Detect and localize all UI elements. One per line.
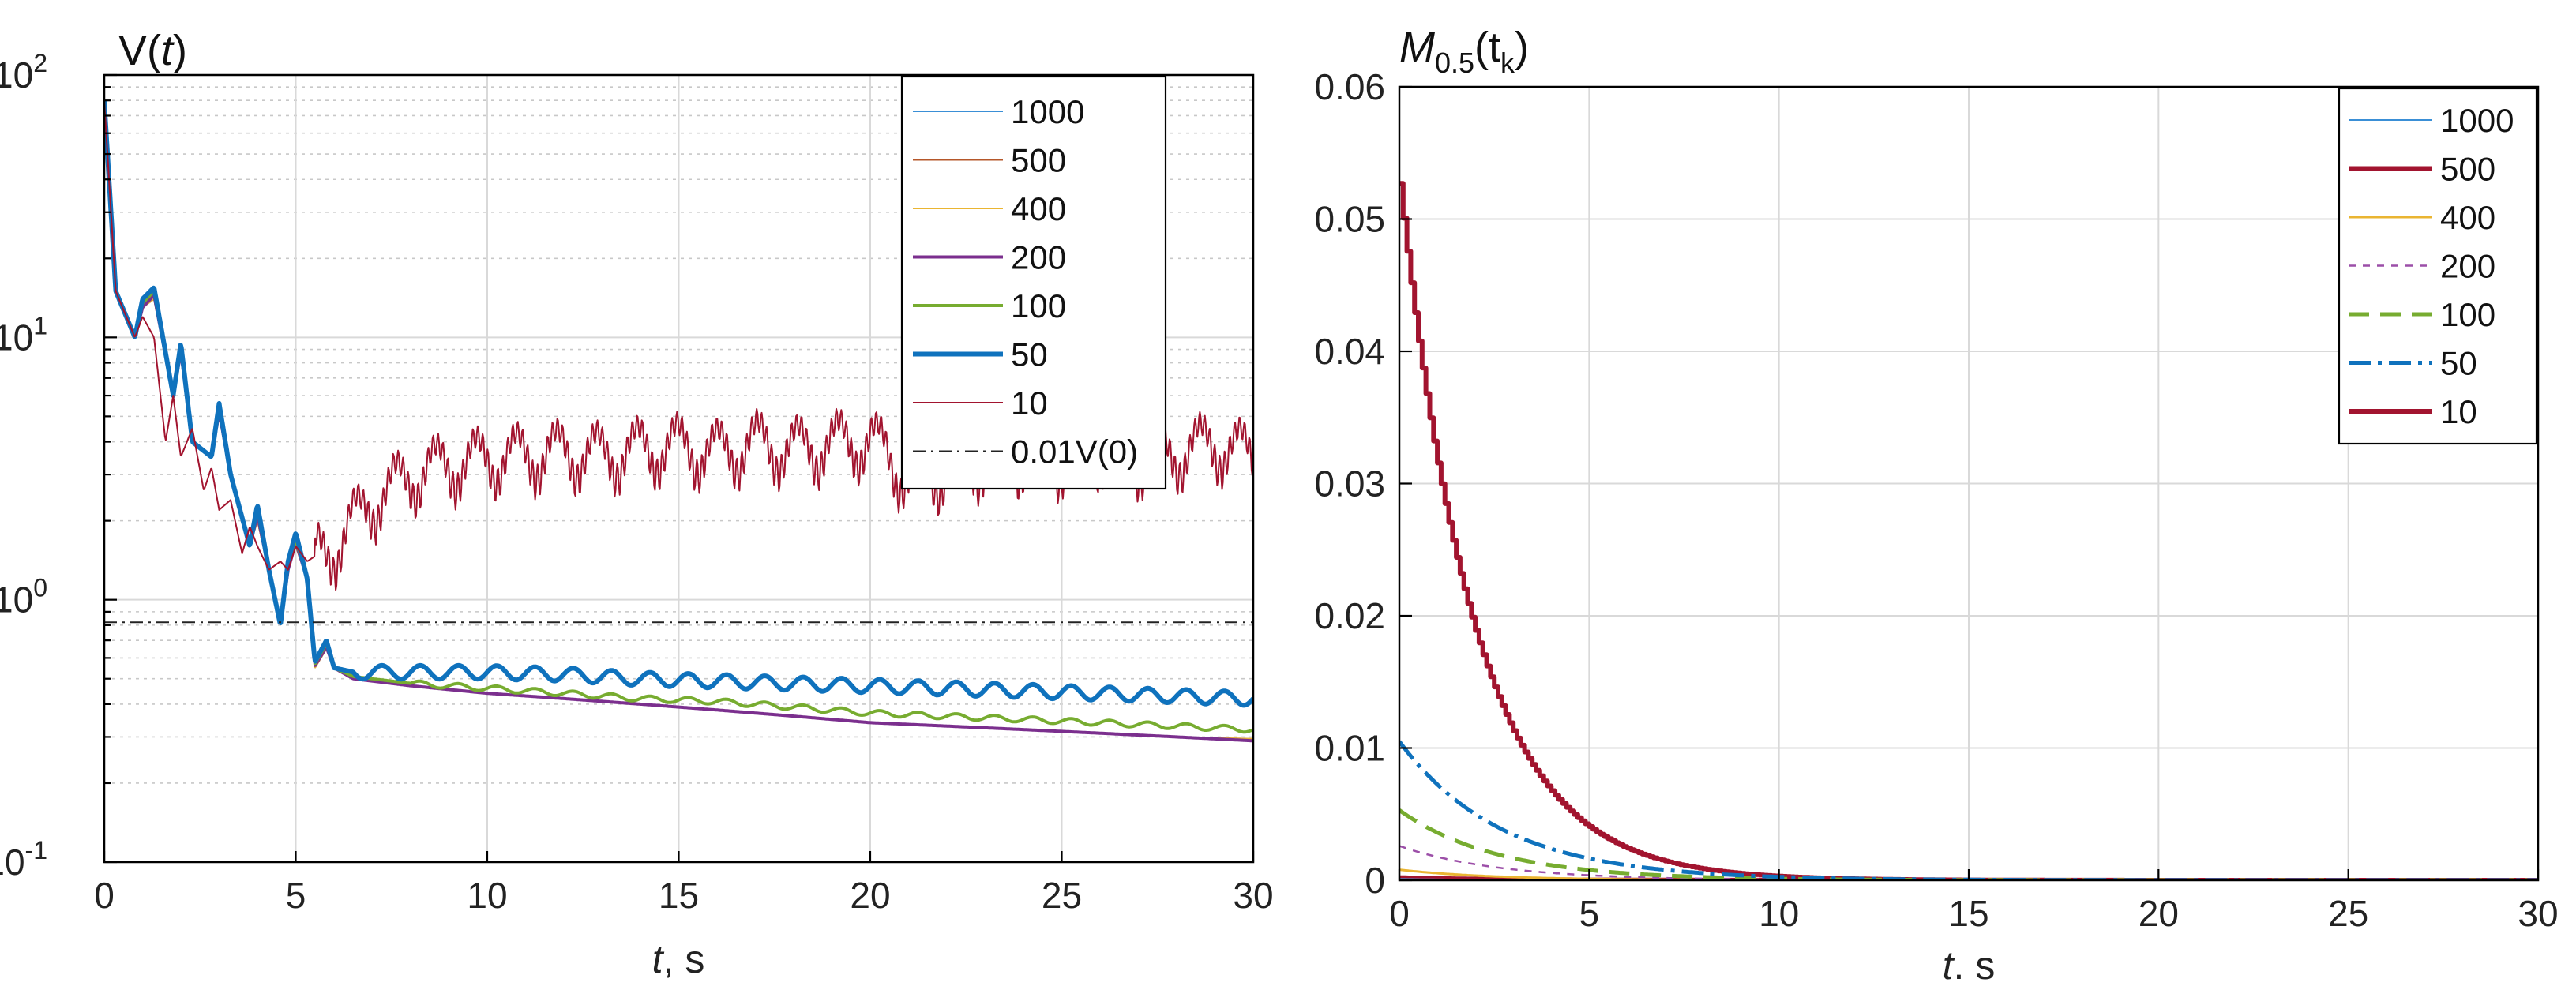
left-y-tick-base: 10 [0, 842, 25, 883]
left-y-tick-label: 102 [0, 49, 47, 96]
left-title-main: V( [118, 27, 161, 74]
right-y-tick-label: 0.01 [1314, 728, 1385, 769]
left-chart-title: V(t) [118, 27, 187, 74]
left-x-axis-label: t, s [652, 937, 705, 981]
right-x-tick-label: 30 [2518, 893, 2558, 934]
right-legend-label: 100 [2440, 296, 2495, 333]
right-x-axis-label: t. s [1943, 943, 1996, 988]
right-y-tick-label: 0.04 [1314, 331, 1385, 372]
right-x-tick-label: 10 [1759, 893, 1799, 934]
right-x-tick-label: 25 [2328, 893, 2368, 934]
left-legend-label: 100 [1011, 287, 1066, 324]
left-legend-label: 1000 [1011, 93, 1084, 130]
left-legend-label: 0.01V(0) [1011, 433, 1138, 471]
right-legend-label: 1000 [2440, 102, 2514, 139]
left-x-tick-label: 5 [286, 875, 306, 916]
right-xlabel-unit: . s [1954, 943, 1996, 988]
right-legend-box [2338, 87, 2538, 445]
right-legend-label: 500 [2440, 151, 2495, 188]
left-ticks [103, 73, 1255, 864]
left-legend-label: 10 [1011, 384, 1048, 422]
left-legend-label: 50 [1011, 336, 1048, 373]
left-x-tick-label: 10 [467, 875, 507, 916]
left-xlabel-unit: , s [663, 937, 705, 981]
left-y-tick-base: 10 [0, 317, 33, 358]
right-x-tick-label: 5 [1579, 893, 1600, 934]
right-x-tick-label: 20 [2139, 893, 2179, 934]
left-x-tick-labels: 0 5 10 15 20 25 30 [94, 875, 1273, 916]
left-title-close: ) [173, 27, 187, 74]
left-y-tick-exp: 0 [33, 574, 47, 602]
left-y-tick-label: 100 [0, 574, 47, 621]
right-title-sub: 0.5 [1435, 47, 1474, 79]
right-title-sub2: k [1500, 47, 1515, 79]
left-xlabel-var: t [652, 937, 665, 981]
left-x-tick-label: 30 [1233, 875, 1273, 916]
left-x-tick-label: 20 [850, 875, 890, 916]
right-chart: 0 5 10 15 20 25 30 0 0.01 0.02 0.03 0.04 0.05 0.06 M… [1314, 24, 2558, 988]
right-legend-label: 50 [2440, 345, 2477, 382]
left-x-tick-label: 25 [1042, 875, 1082, 916]
left-series-line-50 [104, 100, 1253, 708]
right-legend-label: 200 [2440, 248, 2495, 285]
right-y-tick-label: 0.02 [1314, 595, 1385, 636]
right-ticks [1398, 85, 2540, 882]
left-legend-label: 400 [1011, 190, 1066, 227]
right-x-tick-labels: 0 5 10 15 20 25 30 [1389, 893, 2558, 934]
left-legend: 1000 500 400 200 100 50 10 0.01V(0) [900, 75, 1167, 490]
left-title-var: t [161, 27, 175, 74]
right-legend-label: 400 [2440, 199, 2495, 236]
right-y-tick-labels: 0 0.01 0.02 0.03 0.04 0.05 0.06 [1314, 66, 1385, 901]
left-y-tick-label: 10-1 [0, 836, 47, 883]
left-legend-box [900, 75, 1167, 490]
left-legend-label: 200 [1011, 239, 1066, 276]
left-y-tick-base: 10 [0, 579, 33, 621]
left-y-tick-exp: 2 [33, 49, 47, 77]
left-y-tick-exp: 1 [33, 311, 47, 339]
right-title-main: M [1399, 24, 1435, 71]
right-y-tick-label: 0.03 [1314, 463, 1385, 504]
left-x-tick-label: 15 [659, 875, 699, 916]
left-y-tick-exp: -1 [25, 836, 47, 864]
right-y-tick-label: 0.05 [1314, 199, 1385, 240]
right-x-tick-label: 15 [1948, 893, 1988, 934]
left-y-tick-base: 10 [0, 54, 33, 96]
left-y-tick-label: 101 [0, 311, 47, 358]
right-legend-label: 10 [2440, 393, 2477, 430]
left-legend-label: 500 [1011, 142, 1066, 179]
right-title-open: (t [1474, 24, 1500, 71]
right-title-close: ) [1515, 24, 1529, 71]
left-x-tick-label: 0 [94, 875, 115, 916]
right-legend: 1000 500 400 200 100 50 10 [2338, 87, 2538, 445]
right-x-tick-label: 0 [1389, 893, 1410, 934]
right-chart-title: M0.5(tk) [1399, 24, 1529, 79]
right-y-tick-label: 0 [1365, 860, 1385, 901]
left-series-group [104, 100, 1253, 743]
right-xlabel-var: t [1943, 943, 1955, 988]
right-y-tick-label: 0.06 [1314, 66, 1385, 107]
